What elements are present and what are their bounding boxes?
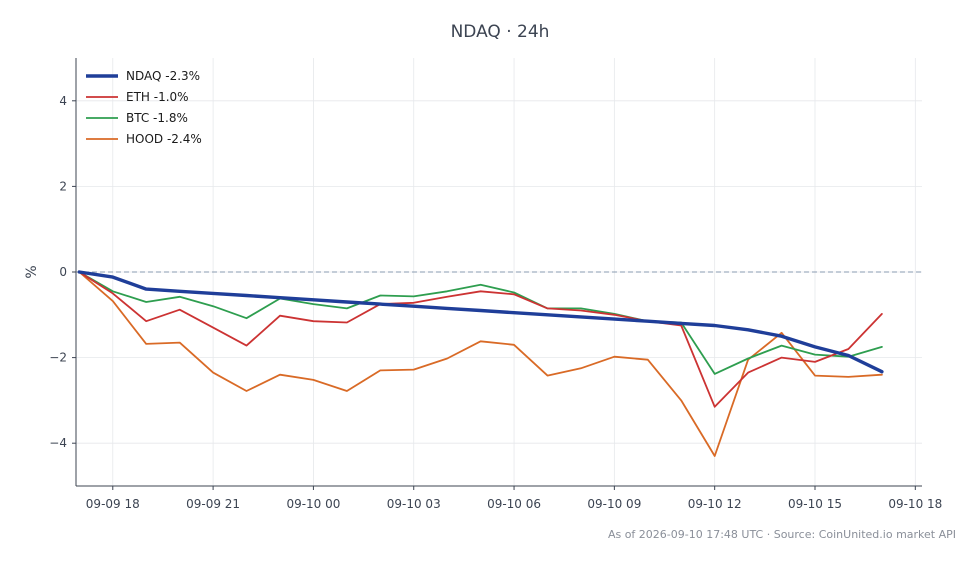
legend: NDAQ -2.3% ETH -1.0% BTC -1.8% HOOD -2.4%	[86, 69, 202, 146]
y-tick-label-2: 0	[59, 265, 67, 279]
grid	[76, 58, 922, 486]
series-layer	[77, 270, 884, 457]
x-tick-label-0: 09-09 18	[86, 497, 140, 511]
axes: 4 2 0 −2 −4 09-09 18 09-09 21 09-10 00 09-10 03 0…	[49, 58, 942, 511]
x-tick-label-4: 09-10 06	[487, 497, 541, 511]
series-line-eth	[78, 271, 883, 408]
source-footnote: As of 2026-09-10 17:48 UTC · Source: Coi…	[608, 528, 956, 541]
legend-label-btc: BTC -1.8%	[126, 111, 188, 125]
x-tick-label-5: 09-10 09	[587, 497, 641, 511]
x-tick-label-3: 09-10 03	[387, 497, 441, 511]
y-tick-label-0: 4	[59, 94, 67, 108]
series-line-btc	[78, 271, 883, 375]
x-tick-label-2: 09-10 00	[286, 497, 340, 511]
x-tick-label-7: 09-10 15	[788, 497, 842, 511]
y-tick-label-4: −4	[49, 436, 67, 450]
legend-label-hood: HOOD -2.4%	[126, 132, 202, 146]
series-line-ndaq	[77, 270, 884, 374]
legend-label-ndaq: NDAQ -2.3%	[126, 69, 200, 83]
x-tick-label-1: 09-09 21	[186, 497, 240, 511]
x-tick-label-6: 09-10 12	[688, 497, 742, 511]
x-tick-label-8: 09-10 18	[888, 497, 942, 511]
series-line-hood	[78, 271, 883, 457]
y-tick-label-3: −2	[49, 351, 67, 365]
legend-label-eth: ETH -1.0%	[126, 90, 189, 104]
chart-title: NDAQ · 24h	[451, 22, 550, 42]
y-tick-label-1: 2	[59, 179, 67, 193]
y-axis-label: %	[24, 265, 40, 278]
